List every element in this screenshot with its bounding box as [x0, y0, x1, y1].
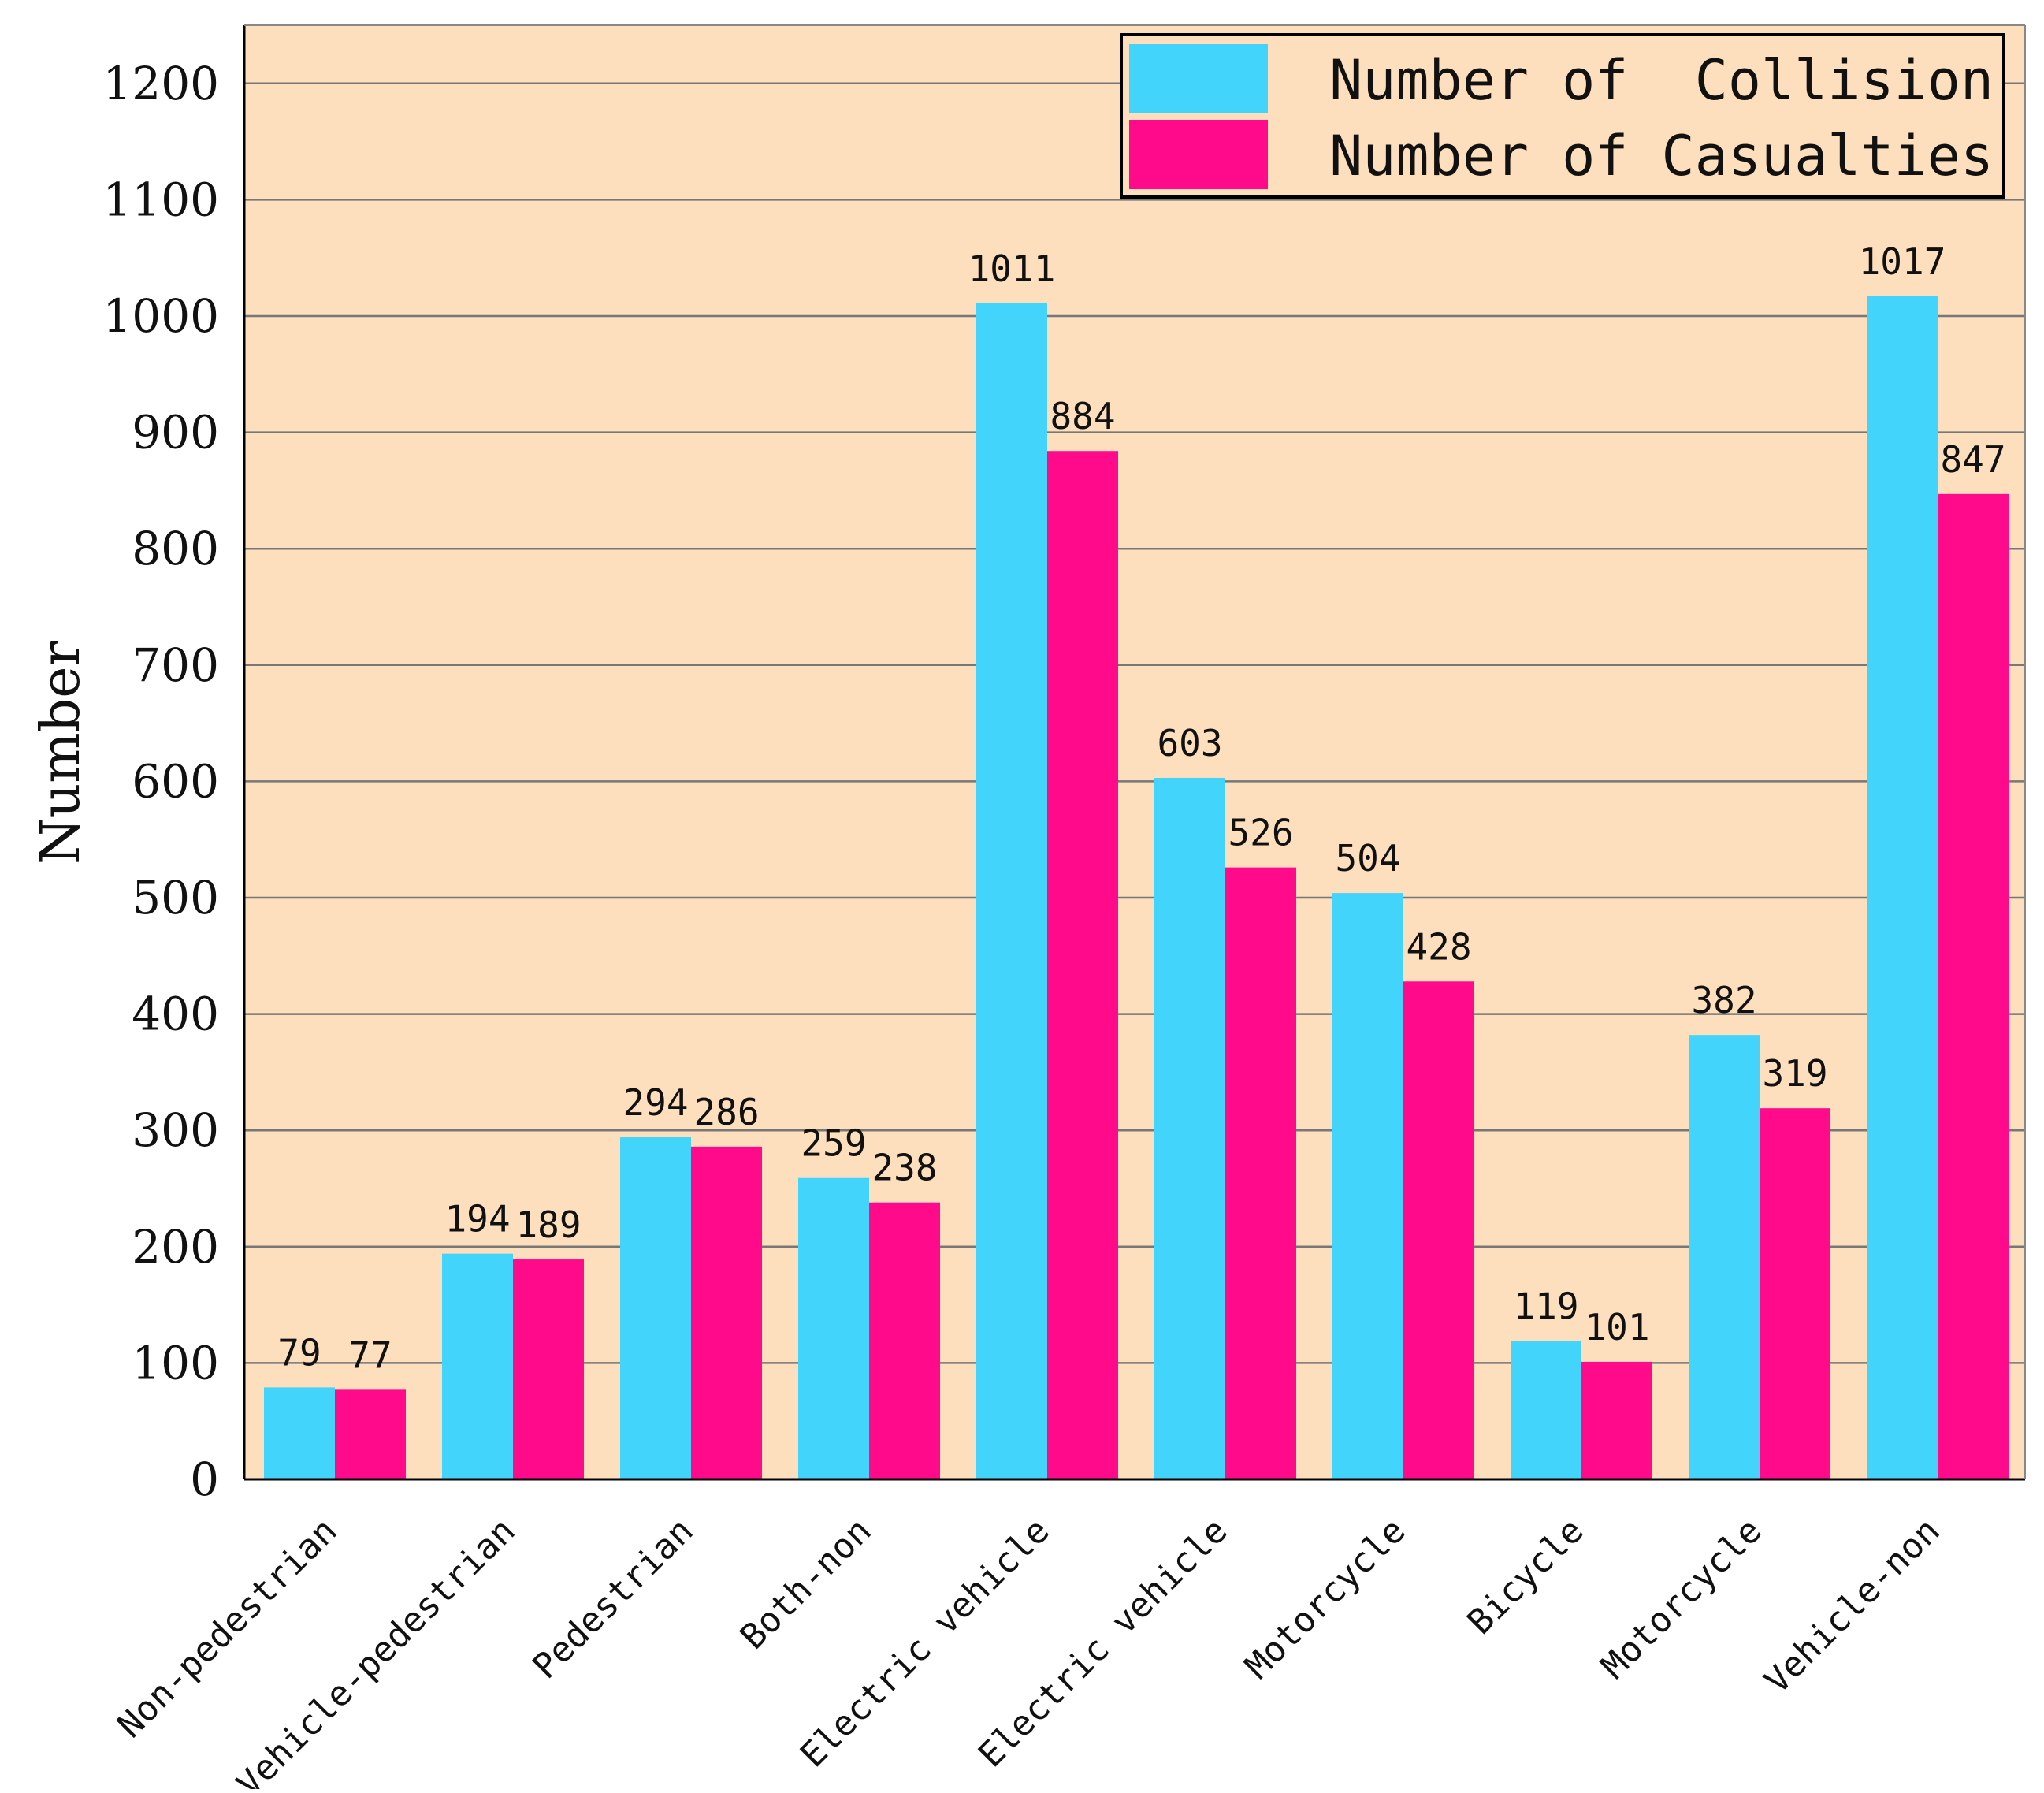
bar-casualties — [1760, 1108, 1830, 1479]
y-tick-label: 300 — [132, 1103, 219, 1157]
x-tick-label: Vehicle-non — [1757, 1511, 1948, 1702]
bar-collision — [1867, 296, 1938, 1480]
data-label: 1017 — [1859, 240, 1946, 283]
y-tick-label: 1200 — [102, 57, 219, 110]
y-tick-label: 600 — [132, 754, 219, 808]
data-label: 603 — [1157, 722, 1222, 764]
y-tick-label: 100 — [132, 1336, 219, 1389]
y-tick-label: 200 — [132, 1220, 219, 1274]
data-label: 286 — [693, 1091, 759, 1133]
bar-casualties — [1938, 493, 2009, 1479]
bar-collision — [620, 1137, 691, 1479]
legend-box — [1120, 33, 2005, 199]
bar-collision — [264, 1387, 335, 1479]
data-label: 194 — [444, 1198, 510, 1241]
bar-collision — [798, 1177, 869, 1479]
y-tick-label: 0 — [190, 1453, 219, 1506]
x-tick-label: Motorcycle — [1237, 1511, 1413, 1687]
data-label: 101 — [1584, 1306, 1649, 1348]
data-label: 294 — [622, 1081, 688, 1124]
data-label: 79 — [277, 1331, 321, 1374]
data-label: 77 — [348, 1334, 392, 1376]
y-axis-title: Number — [30, 640, 92, 865]
data-label: 238 — [871, 1147, 937, 1189]
bar-collision — [1332, 893, 1403, 1479]
bar-casualties — [869, 1202, 940, 1479]
y-tick-label: 1000 — [102, 289, 219, 343]
y-tick-label: 700 — [132, 638, 219, 692]
legend-swatch-collision — [1129, 44, 1268, 113]
data-label: 382 — [1691, 979, 1756, 1021]
legend-label-collision: Number of Collision — [1329, 48, 1994, 113]
y-tick-label: 800 — [132, 522, 219, 575]
bar-collision — [1154, 777, 1225, 1479]
data-label: 1011 — [968, 247, 1056, 290]
data-label: 119 — [1513, 1285, 1578, 1327]
y-tick-label: 1100 — [102, 173, 219, 226]
bar-casualties — [1403, 981, 1474, 1479]
data-label: 259 — [801, 1122, 866, 1165]
y-tick-label: 500 — [132, 871, 219, 924]
legend-label-casualties: Number of Casualties — [1329, 124, 1994, 188]
bar-collision — [976, 303, 1047, 1479]
x-tick-label: Bicycle — [1460, 1511, 1592, 1642]
data-label: 847 — [1940, 438, 2005, 481]
x-tick-label: Both-non — [733, 1511, 879, 1657]
x-tick-label: Pedestrian — [525, 1511, 701, 1687]
y-tick-labels: 0 100 200 300 400 500 600 700 800 900 1000 1100 1200 — [102, 57, 219, 1506]
bar-casualties — [1581, 1361, 1652, 1479]
x-tick-label: Vehicle-pedestrian — [229, 1511, 523, 1789]
legend: Number of Collision Number of Casualties — [1120, 33, 2005, 199]
bar-casualties — [335, 1389, 406, 1479]
bar-casualties — [691, 1146, 762, 1479]
bar-collision — [1689, 1035, 1760, 1479]
data-label: 526 — [1228, 812, 1293, 854]
bar-casualties — [1225, 867, 1296, 1479]
bar-collision — [442, 1253, 513, 1479]
bar-collision — [1511, 1341, 1581, 1479]
axes — [243, 24, 2026, 1481]
data-label: 504 — [1335, 837, 1400, 880]
y-tick-label: 900 — [132, 406, 219, 459]
bar-casualties — [513, 1259, 584, 1479]
data-label: 884 — [1050, 395, 1115, 437]
bars — [264, 296, 2009, 1480]
data-label: 189 — [515, 1203, 581, 1246]
gridlines — [244, 82, 2025, 1364]
data-label: 428 — [1406, 925, 1471, 968]
x-tick-label: Motorcycle — [1593, 1511, 1769, 1687]
y-tick-label: 400 — [132, 988, 219, 1041]
legend-swatch-casualties — [1129, 120, 1268, 189]
bar-casualties — [1047, 451, 1118, 1479]
data-label: 319 — [1762, 1052, 1827, 1095]
